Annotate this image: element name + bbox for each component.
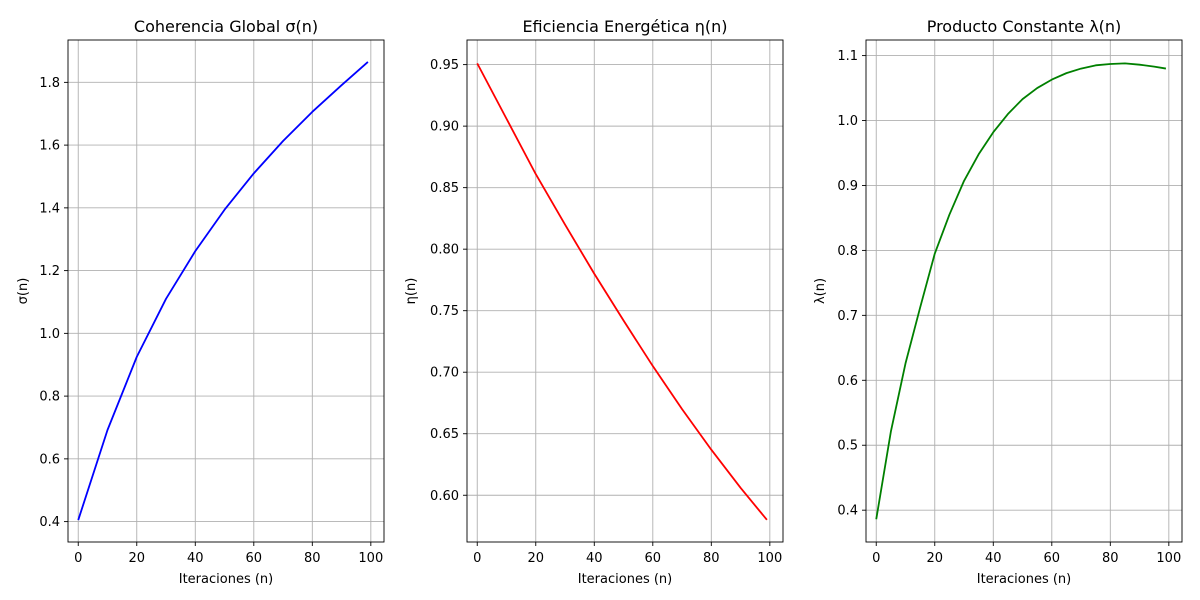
x-tick-label: 0: [872, 551, 880, 566]
x-ticks: 0 20 40 60 80 100: [74, 542, 383, 566]
x-ticks: 0 20 40 60 80 100: [872, 542, 1181, 566]
subplot-eficiencia-energetica: 0 20 40 60 80 100 0.60 0.65 0.70 0.75 0.80 0.85 0.9…: [404, 17, 784, 587]
series-line: [77, 61, 369, 521]
y-tick-label: 1.8: [39, 76, 60, 91]
x-tick-label: 20: [926, 551, 943, 566]
y-tick-label: 0.60: [430, 489, 459, 504]
x-tick-label: 60: [1044, 551, 1061, 566]
x-axis-label: Iteraciones (n): [977, 572, 1071, 587]
y-tick-label: 1.4: [39, 201, 60, 216]
y-tick-label: 0.6: [39, 452, 60, 467]
x-tick-label: 0: [473, 551, 481, 566]
series-lines: [77, 61, 369, 521]
x-tick-label: 0: [74, 551, 82, 566]
x-tick-label: 40: [586, 551, 603, 566]
y-tick-label: 0.4: [39, 515, 60, 530]
x-tick-label: 40: [985, 551, 1002, 566]
y-axis-label: λ(n): [813, 278, 828, 304]
axes-frame: [865, 39, 1183, 543]
axes-frame: [466, 39, 784, 543]
subplot-coherencia-global: 0 20 40 60 80 100 0.4 0.6 0.8 1.0 1.2 1.4 1.6 1.8 Co…: [16, 17, 385, 587]
y-tick-label: 0.85: [430, 181, 459, 196]
y-tick-label: 0.70: [430, 366, 459, 381]
axes-frame: [67, 39, 385, 543]
x-tick-label: 100: [1156, 551, 1181, 566]
y-ticks: 0.4 0.5 0.6 0.7 0.8 0.9 1.0 1.1: [837, 49, 866, 519]
y-tick-label: 1.0: [39, 327, 60, 342]
series-lines: [476, 62, 768, 521]
x-axis-label: Iteraciones (n): [179, 572, 273, 587]
y-tick-label: 0.7: [837, 309, 858, 324]
y-tick-label: 1.2: [39, 264, 60, 279]
y-tick-label: 0.75: [430, 304, 459, 319]
y-tick-label: 0.90: [430, 120, 459, 135]
x-tick-label: 60: [246, 551, 263, 566]
series-line: [875, 62, 1167, 520]
y-tick-label: 0.95: [430, 58, 459, 73]
series-line: [476, 62, 768, 521]
y-tick-label: 0.6: [837, 374, 858, 389]
chart-title: Producto Constante λ(n): [927, 17, 1122, 36]
x-tick-label: 40: [187, 551, 204, 566]
y-tick-label: 0.9: [837, 179, 858, 194]
x-tick-label: 20: [527, 551, 544, 566]
x-tick-label: 60: [645, 551, 662, 566]
x-tick-label: 80: [703, 551, 720, 566]
x-tick-label: 20: [128, 551, 145, 566]
chart-title: Eficiencia Energética η(n): [522, 17, 727, 36]
y-tick-label: 1.0: [837, 114, 858, 129]
y-tick-label: 0.8: [39, 390, 60, 405]
y-tick-label: 1.1: [837, 49, 858, 64]
y-tick-label: 0.4: [837, 504, 858, 519]
series-lines: [875, 62, 1167, 520]
subplot-producto-constante: 0 20 40 60 80 100 0.4 0.5 0.6 0.7 0.8 0.9 1.0 1.1 Pr…: [813, 17, 1183, 587]
x-axis-label: Iteraciones (n): [578, 572, 672, 587]
y-ticks: 0.4 0.6 0.8 1.0 1.2 1.4 1.6 1.8: [39, 76, 68, 530]
y-axis-label: η(n): [404, 278, 419, 305]
y-axis-label: σ(n): [16, 278, 31, 305]
y-tick-label: 0.8: [837, 244, 858, 259]
x-tick-label: 80: [1102, 551, 1119, 566]
y-tick-label: 0.65: [430, 427, 459, 442]
x-ticks: 0 20 40 60 80 100: [473, 542, 782, 566]
y-tick-label: 0.5: [837, 439, 858, 454]
x-tick-label: 80: [304, 551, 321, 566]
chart-title: Coherencia Global σ(n): [134, 17, 318, 36]
y-ticks: 0.60 0.65 0.70 0.75 0.80 0.85 0.90 0.95: [430, 58, 467, 504]
x-tick-label: 100: [757, 551, 782, 566]
y-tick-label: 0.80: [430, 243, 459, 258]
y-tick-label: 1.6: [39, 139, 60, 154]
x-tick-label: 100: [358, 551, 383, 566]
grid-lines: [467, 40, 783, 542]
